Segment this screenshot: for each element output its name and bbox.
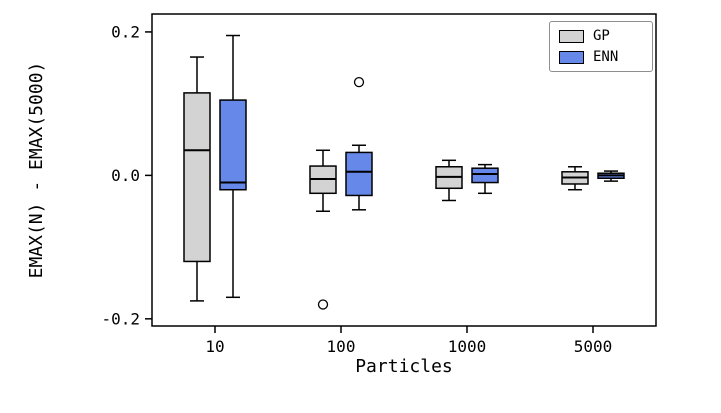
box-rect xyxy=(471,167,499,184)
box-enn-10 xyxy=(219,34,247,299)
legend-item-enn: ENN xyxy=(559,50,643,64)
box-gp-1000 xyxy=(435,159,463,202)
legend-label-gp: GP xyxy=(593,28,610,44)
box-rect xyxy=(345,151,373,197)
box-rect xyxy=(219,99,247,191)
box-gp-5000 xyxy=(561,166,589,191)
outlier-point xyxy=(353,76,365,88)
x-tick-label: 1000 xyxy=(448,337,487,356)
y-tick-label: 0.0 xyxy=(111,166,140,185)
outlier-point xyxy=(317,299,329,310)
legend-item-gp: GP xyxy=(559,29,643,43)
box-enn-5000 xyxy=(597,170,625,182)
y-tick-label: -0.2 xyxy=(101,309,140,328)
box-enn-100 xyxy=(345,76,373,211)
x-tick-label: 10 xyxy=(205,337,224,356)
y-axis-label: EMAX(N) - EMAX(5000) xyxy=(26,62,47,279)
x-axis-label: Particles xyxy=(355,356,453,377)
legend-swatch-gp xyxy=(559,29,584,43)
box-rect xyxy=(183,92,211,263)
x-tick-label: 100 xyxy=(327,337,356,356)
legend-swatch-enn xyxy=(559,50,584,64)
box-gp-100 xyxy=(309,149,337,310)
box-gp-10 xyxy=(183,56,211,302)
box-enn-1000 xyxy=(471,163,499,195)
legend-label-enn: ENN xyxy=(593,49,619,65)
legend: GP ENN xyxy=(549,21,653,72)
x-tick-label: 5000 xyxy=(574,337,613,356)
y-tick-label: 0.2 xyxy=(111,22,140,41)
